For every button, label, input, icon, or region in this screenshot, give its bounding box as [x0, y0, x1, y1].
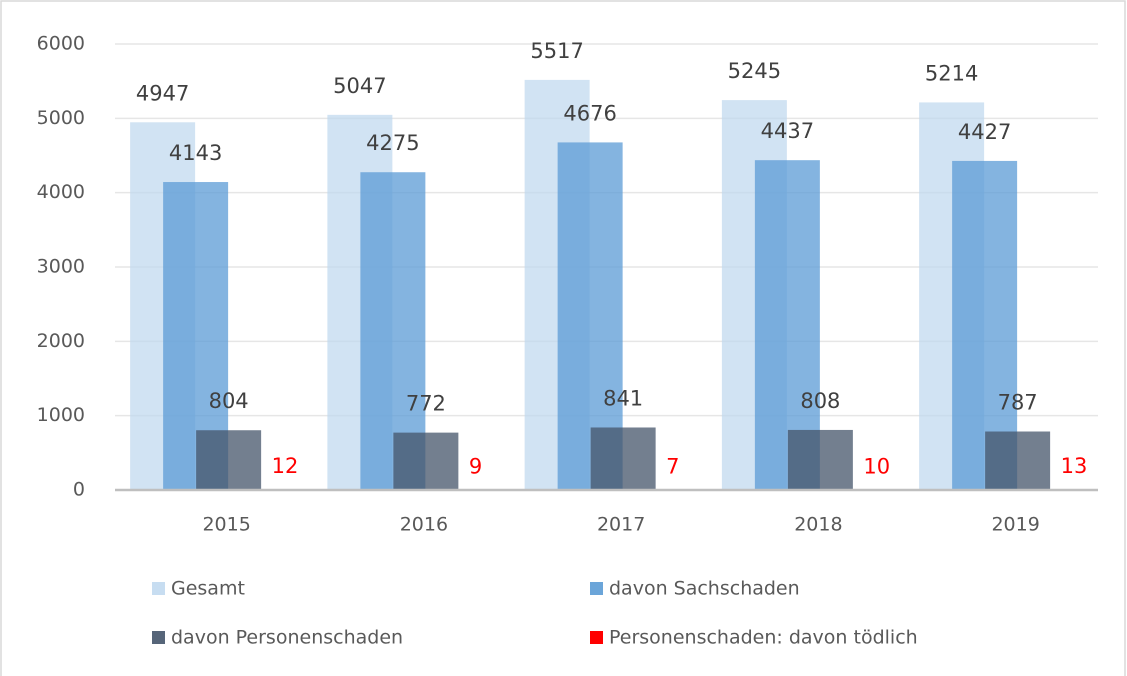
y-tick-label: 5000	[37, 107, 85, 129]
x-tick-label: 2015	[202, 514, 250, 536]
x-tick-label: 2019	[991, 514, 1039, 536]
legend-swatch	[152, 582, 165, 595]
legend-swatch	[590, 582, 603, 595]
bar	[787, 429, 853, 490]
data-label: 5517	[530, 39, 583, 63]
bar	[985, 431, 1051, 490]
data-label: 9	[469, 454, 482, 478]
x-tick-label: 2018	[794, 514, 842, 536]
bar	[196, 430, 262, 490]
data-label: 5245	[728, 59, 781, 83]
x-tick-label: 2017	[597, 514, 645, 536]
legend-label: Gesamt	[171, 578, 245, 600]
bar	[590, 427, 656, 490]
bar	[393, 432, 459, 490]
y-tick-label: 1000	[37, 404, 85, 426]
data-label: 5047	[333, 74, 386, 98]
y-tick-label: 2000	[37, 330, 85, 352]
y-tick-label: 4000	[37, 181, 85, 203]
data-label: 808	[800, 389, 840, 413]
data-label: 4427	[958, 120, 1011, 144]
data-label: 4275	[366, 131, 419, 155]
y-tick-label: 3000	[37, 256, 85, 278]
data-label: 10	[863, 454, 890, 478]
data-label: 7	[666, 454, 679, 478]
legend-swatch	[152, 631, 165, 644]
data-label: 787	[998, 390, 1038, 414]
y-tick-label: 0	[73, 479, 85, 501]
legend-label: Personenschaden: davon tödlich	[609, 627, 918, 649]
data-label: 804	[209, 389, 249, 413]
data-label: 4143	[169, 141, 222, 165]
legend-label: davon Sachschaden	[609, 578, 800, 600]
y-tick-label: 6000	[37, 33, 85, 55]
data-label: 12	[272, 454, 299, 478]
legend-label: davon Personenschaden	[171, 627, 403, 649]
data-label: 4947	[136, 81, 189, 105]
data-label: 4437	[761, 119, 814, 143]
data-label: 772	[406, 392, 446, 416]
data-label: 5214	[925, 61, 978, 85]
x-tick-label: 2016	[400, 514, 448, 536]
legend-swatch	[590, 631, 603, 644]
data-label: 4676	[563, 101, 616, 125]
data-label: 13	[1061, 454, 1088, 478]
data-label: 841	[603, 386, 643, 410]
